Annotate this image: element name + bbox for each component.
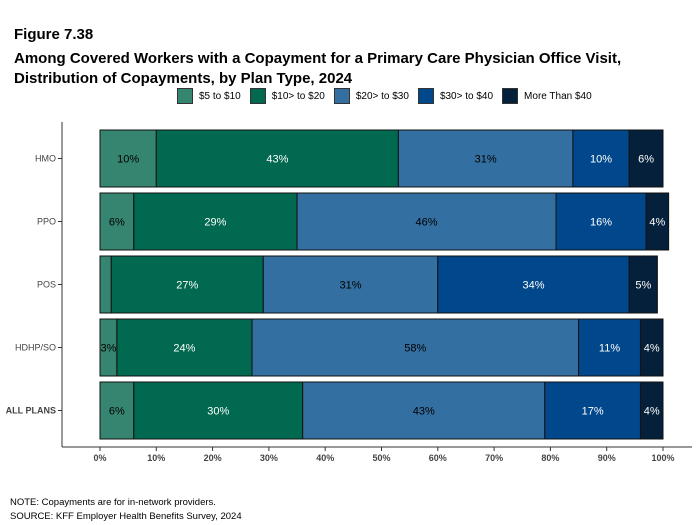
legend-label: $10> to $20 — [271, 90, 325, 102]
x-tick-label: 20% — [204, 453, 222, 463]
data-label: 31% — [340, 280, 362, 292]
x-tick-label: 50% — [372, 453, 390, 463]
data-label: 5% — [635, 280, 651, 292]
data-label: 10% — [117, 154, 139, 166]
data-label: 4% — [644, 343, 660, 355]
chart-title-line1: Among Covered Workers with a Copayment f… — [14, 50, 622, 67]
data-label: 31% — [475, 154, 497, 166]
bar-segment — [251, 318, 580, 377]
x-tick-label: 0% — [93, 453, 106, 463]
bar-segment — [99, 381, 135, 440]
legend-swatch — [249, 88, 266, 104]
bar-segment — [639, 318, 664, 377]
figure-label: Figure 7.38 — [14, 26, 94, 43]
bar-segment — [99, 129, 157, 188]
legend-label: $30> to $40 — [439, 90, 494, 102]
data-label: 24% — [173, 343, 195, 355]
data-label: 58% — [404, 343, 426, 355]
data-label: 6% — [638, 154, 654, 166]
x-tick-label: 40% — [316, 453, 334, 463]
x-tick-label: 10% — [147, 453, 165, 463]
chart-title-line2: Distribution of Copayments, by Plan Type… — [14, 70, 353, 87]
category-label: HMO — [35, 154, 56, 164]
legend-item: More Than $40 — [502, 88, 592, 104]
legend-label: More Than $40 — [524, 90, 592, 102]
legend: $5 to $10 $10> to $20 $20> to $30 $30> to $… — [177, 88, 601, 104]
legend-swatch — [502, 88, 519, 104]
data-label: 11% — [599, 343, 620, 355]
x-tick-label: 80% — [541, 453, 559, 463]
legend-item: $10> to $20 — [249, 88, 325, 104]
bar-segment — [155, 129, 399, 188]
bar-segment — [645, 192, 670, 251]
category-label: PPO — [37, 217, 56, 227]
bar-segment — [639, 381, 664, 440]
bar-segment — [110, 255, 264, 314]
data-label: 16% — [590, 217, 612, 229]
x-tick-label: 100% — [651, 453, 674, 463]
legend-swatch — [333, 88, 350, 104]
legend-label: $5 to $10 — [199, 90, 241, 102]
bar-segment — [628, 255, 658, 314]
bar-segment — [578, 318, 641, 377]
category-label: POS — [37, 280, 56, 290]
bar-segment — [628, 129, 664, 188]
data-label: 4% — [649, 217, 665, 229]
data-label: 6% — [109, 406, 125, 418]
bar-segment — [99, 255, 112, 314]
data-label: 4% — [644, 406, 660, 418]
data-label: 27% — [176, 280, 198, 292]
bar-segment — [99, 192, 135, 251]
x-tick-label: 60% — [429, 453, 447, 463]
data-label: 30% — [207, 406, 229, 418]
data-label: 29% — [204, 217, 226, 229]
data-label: 43% — [266, 154, 288, 166]
legend-label: $20> to $30 — [355, 90, 409, 102]
data-label: 10% — [590, 154, 612, 166]
data-label: 17% — [582, 406, 604, 418]
category-label: ALL PLANS — [6, 406, 56, 416]
bar-segment — [296, 192, 557, 251]
data-label: 46% — [416, 217, 438, 229]
legend-swatch — [177, 88, 193, 104]
bar-segment — [555, 192, 647, 251]
data-label: 6% — [109, 217, 125, 229]
x-tick-label: 90% — [598, 453, 616, 463]
legend-swatch — [417, 88, 434, 104]
legend-item: $20> to $30 — [333, 88, 409, 104]
x-tick-label: 30% — [260, 453, 278, 463]
bar-segment — [544, 381, 641, 440]
x-tick-label: 70% — [485, 453, 503, 463]
note: NOTE: Copayments are for in-network prov… — [10, 497, 216, 508]
source: SOURCE: KFF Employer Health Benefits Sur… — [10, 511, 242, 522]
bar-segment — [133, 381, 304, 440]
legend-item: $5 to $10 — [177, 88, 241, 104]
data-label: 34% — [522, 280, 544, 292]
bar-segment — [302, 381, 546, 440]
bar-segment — [397, 129, 574, 188]
legend-item: $30> to $40 — [417, 88, 494, 104]
data-label: 43% — [413, 406, 435, 418]
bar-segment — [133, 192, 298, 251]
category-label: HDHP/SO — [15, 343, 56, 353]
data-label: 3% — [100, 343, 116, 355]
